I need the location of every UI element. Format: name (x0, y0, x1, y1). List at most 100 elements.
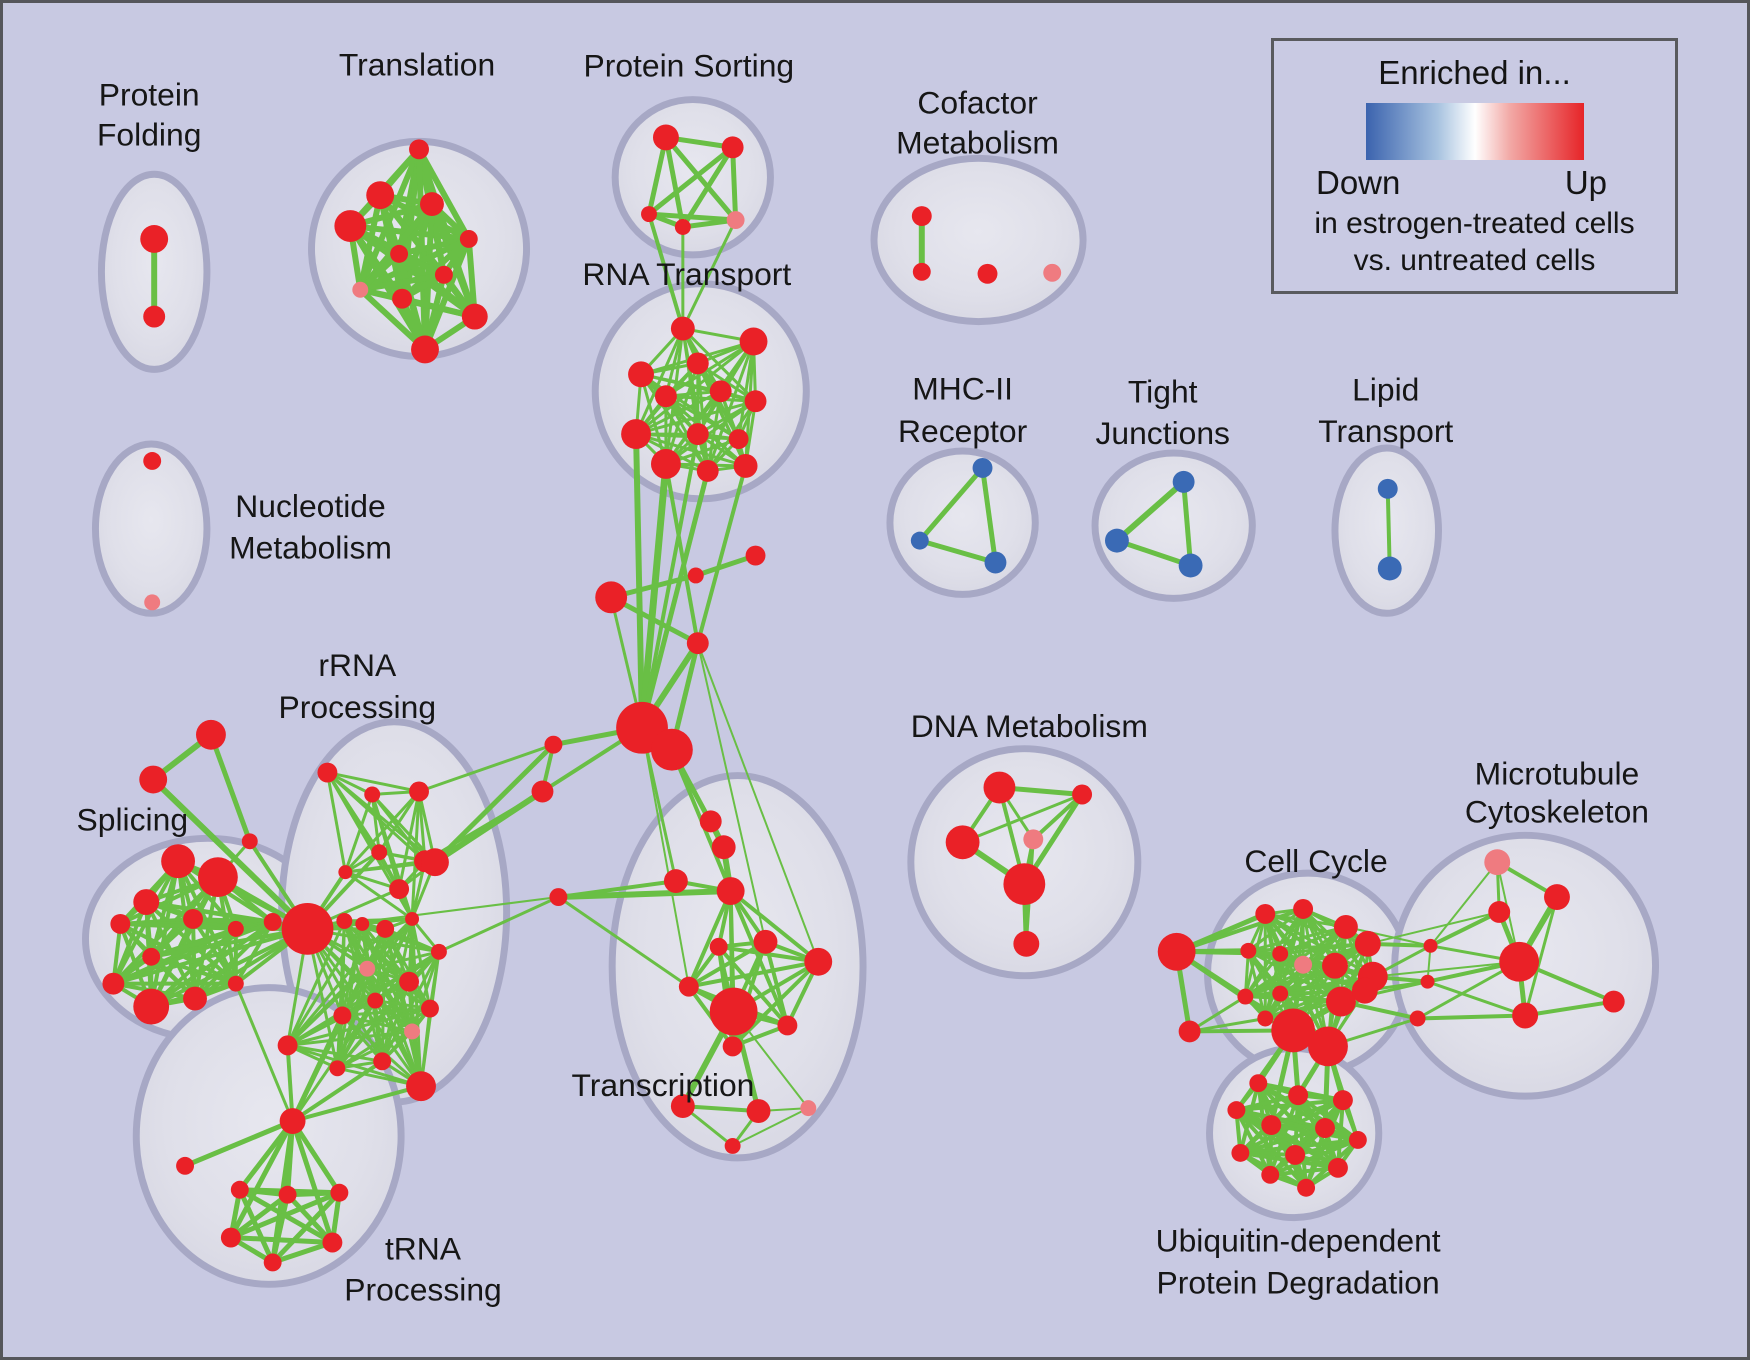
edge-r1-r7 (681, 327, 757, 403)
edge-ccb-cc2 (1176, 907, 1304, 954)
edge-x4-x7 (729, 889, 820, 964)
node-rr14 (359, 960, 376, 977)
edge-ps2-ps4 (680, 146, 735, 229)
node-tj1 (1172, 470, 1195, 493)
edge-sp5-sp11 (191, 917, 238, 985)
node-cc3 (1333, 914, 1358, 939)
edge-rr18-rr22 (336, 1007, 431, 1070)
edge-r8-h2a (633, 434, 646, 728)
node-x9 (709, 987, 758, 1036)
node-cc8 (1322, 952, 1348, 979)
node-d3 (1023, 829, 1044, 850)
node-r6 (709, 380, 732, 403)
edge-rr1-rr3 (327, 771, 420, 793)
edge-th-tr3 (290, 1119, 342, 1195)
edge-r13-c4 (695, 465, 748, 644)
node-t5 (459, 229, 478, 248)
node-cf2 (912, 262, 931, 281)
edge-cc3-cc4 (1247, 925, 1347, 953)
edge-t5-t10 (465, 238, 478, 317)
edge-th-rr20 (291, 1059, 384, 1123)
edge-rr3-rr7 (397, 791, 421, 890)
cluster-nucleotide-metabolism (91, 440, 211, 617)
edge-tj1-tj3 (1181, 481, 1194, 566)
edge-sp8-h1 (112, 926, 309, 986)
node-cc12 (1326, 986, 1356, 1017)
node-rr22 (329, 1060, 346, 1077)
node-ps2 (721, 136, 744, 159)
node-rr16 (367, 992, 384, 1009)
edge-th-rr24 (292, 1084, 422, 1123)
cluster-label-microtubule-cytoskeleton: Microtubule (1475, 756, 1640, 792)
edge-c6-rr5 (424, 790, 544, 863)
node-d2 (1072, 784, 1093, 805)
edge-rr3-rr11 (410, 791, 421, 920)
node-lt2 (1377, 556, 1402, 581)
node-n1 (143, 452, 162, 470)
node-r8 (621, 419, 651, 450)
node-rr19 (404, 1023, 421, 1040)
cluster-ellipses (82, 96, 1660, 1288)
node-t1 (409, 139, 429, 160)
edge-c7-x4 (558, 888, 731, 901)
edge-rr10-rr24 (383, 928, 423, 1087)
node-r9 (686, 423, 709, 446)
node-u3 (1332, 1090, 1353, 1111)
node-t8 (352, 281, 369, 298)
edge-cc5-cc6 (1280, 942, 1368, 956)
node-c1 (595, 581, 628, 614)
node-c2 (687, 567, 704, 584)
edge-r12-h2a (639, 470, 711, 729)
node-x14 (800, 1100, 817, 1117)
node-rr8 (336, 912, 353, 929)
node-sp12 (263, 912, 282, 931)
cluster-label-transcription: Transcription (572, 1067, 755, 1103)
node-tr4 (220, 1227, 241, 1248)
edge-rr14-rr21 (286, 967, 369, 1047)
node-t11 (411, 335, 439, 364)
node-ps4 (674, 219, 691, 235)
edge-cc2-cc4 (1247, 907, 1305, 952)
cluster-label-tight-junctions: Tight (1128, 373, 1198, 409)
node-d1 (983, 771, 1016, 804)
edge-rr16-rr19 (374, 999, 414, 1033)
node-pf1 (140, 225, 169, 253)
edge-rr20-rr21 (287, 1043, 383, 1063)
edge-rr2-rr11 (370, 794, 414, 920)
node-rr11 (405, 911, 420, 926)
edge-rr15-rr20 (380, 981, 411, 1062)
node-b3 (1409, 1010, 1426, 1027)
node-x11 (722, 1036, 743, 1057)
node-sp8 (102, 972, 125, 995)
node-cf1 (911, 206, 932, 227)
edge-tj2-tj3 (1116, 538, 1192, 568)
cluster-label-ubiquitin-degradation: Protein Degradation (1157, 1264, 1440, 1300)
node-t4 (420, 192, 444, 217)
node-cc7 (1294, 955, 1313, 974)
node-x6 (753, 929, 778, 954)
node-rr21 (277, 1035, 298, 1056)
edge-b3-mt5 (1417, 1013, 1526, 1021)
node-rr18 (421, 999, 439, 1018)
edge-r1-r12 (681, 328, 710, 472)
edge-tr3-tr6 (270, 1191, 342, 1265)
node-r7 (744, 390, 767, 413)
cluster-label-trna-processing: tRNA (385, 1230, 462, 1266)
node-tr3 (330, 1183, 349, 1202)
edge-t7-t8 (359, 271, 445, 293)
edge-sp10-sp12 (193, 920, 275, 1001)
edge-c4-x6 (696, 642, 767, 943)
node-t6 (390, 244, 409, 263)
cluster-label-mhc-ii-receptor: MHC-II (912, 370, 1013, 406)
edge-sp8-sp12 (112, 920, 274, 986)
edge-t1-t5 (416, 147, 472, 241)
edge-x4-x8 (687, 890, 733, 988)
cluster-label-cofactor-metabolism: Metabolism (896, 124, 1059, 160)
edge-c4-x7 (696, 642, 820, 963)
cluster-label-protein-folding: Protein (99, 77, 200, 113)
edge-r8-r13 (635, 432, 746, 468)
cluster-label-lipid-transport: Transport (1318, 413, 1453, 449)
node-x7 (804, 947, 833, 976)
edge-mt5-mt6 (1524, 999, 1615, 1018)
